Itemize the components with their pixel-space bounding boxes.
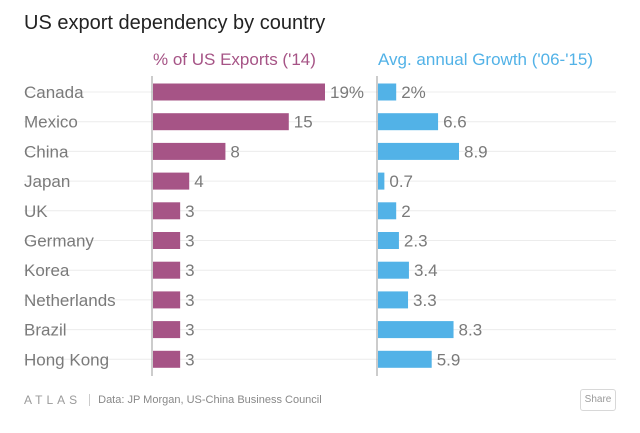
- growth-bar: [378, 232, 399, 249]
- exports-bar: [153, 202, 181, 220]
- growth-value-label: 3.4: [414, 261, 438, 280]
- category-label: Mexico: [24, 113, 78, 132]
- growth-bar: [378, 83, 397, 101]
- growth-bar: [378, 291, 409, 309]
- category-label: Brazil: [24, 321, 67, 340]
- exports-bar: [153, 321, 181, 339]
- footer: ATLAS Data: JP Morgan, US-China Business…: [24, 393, 322, 407]
- category-label: Netherlands: [24, 291, 116, 310]
- exports-bar: [153, 83, 325, 101]
- category-label: China: [24, 142, 69, 161]
- category-label: UK: [24, 202, 48, 221]
- exports-bar: [153, 261, 181, 279]
- growth-bar: [378, 350, 432, 368]
- growth-value-label: 8.3: [459, 321, 483, 340]
- growth-value-label: 2%: [401, 83, 426, 102]
- growth-value-label: 2: [401, 202, 410, 221]
- exports-value-label: 8: [230, 142, 239, 161]
- growth-value-label: 2.3: [404, 232, 428, 251]
- growth-bar: [378, 142, 459, 160]
- share-button[interactable]: Share: [580, 389, 616, 411]
- footer-divider: [89, 394, 91, 406]
- exports-bar: [153, 232, 181, 249]
- growth-bar: [378, 113, 439, 131]
- category-label: Japan: [24, 172, 70, 191]
- exports-bar: [153, 113, 289, 131]
- exports-bar: [153, 350, 181, 368]
- exports-value-label: 3: [185, 350, 194, 369]
- exports-bar: [153, 172, 190, 190]
- exports-value-label: 3: [185, 261, 194, 280]
- category-label: Canada: [24, 83, 84, 102]
- growth-bar: [378, 172, 385, 190]
- category-label: Germany: [24, 232, 94, 251]
- exports-value-label: 3: [185, 321, 194, 340]
- growth-value-label: 3.3: [413, 291, 437, 310]
- growth-value-label: 6.6: [443, 113, 467, 132]
- data-source-note: Data: JP Morgan, US-China Business Counc…: [98, 394, 322, 406]
- exports-value-label: 15: [294, 113, 313, 132]
- exports-value-label: 3: [185, 232, 194, 251]
- category-label: Korea: [24, 261, 70, 280]
- growth-bar: [378, 202, 397, 220]
- exports-bar: [153, 142, 226, 160]
- exports-column-title: % of US Exports ('14): [153, 50, 316, 69]
- exports-value-label: 19%: [330, 83, 364, 102]
- exports-value-label: 3: [185, 202, 194, 221]
- growth-bar: [378, 261, 409, 279]
- atlas-logo[interactable]: ATLAS: [24, 393, 82, 407]
- growth-bar: [378, 321, 454, 339]
- growth-value-label: 5.9: [437, 350, 461, 369]
- exports-bar: [153, 291, 181, 309]
- category-label: Hong Kong: [24, 350, 109, 369]
- exports-value-label: 3: [185, 291, 194, 310]
- growth-value-label: 8.9: [464, 142, 488, 161]
- exports-value-label: 4: [194, 172, 203, 191]
- growth-value-label: 0.7: [389, 172, 413, 191]
- growth-column-title: Avg. annual Growth ('06-'15): [378, 50, 594, 69]
- chart-title: US export dependency by country: [24, 12, 326, 34]
